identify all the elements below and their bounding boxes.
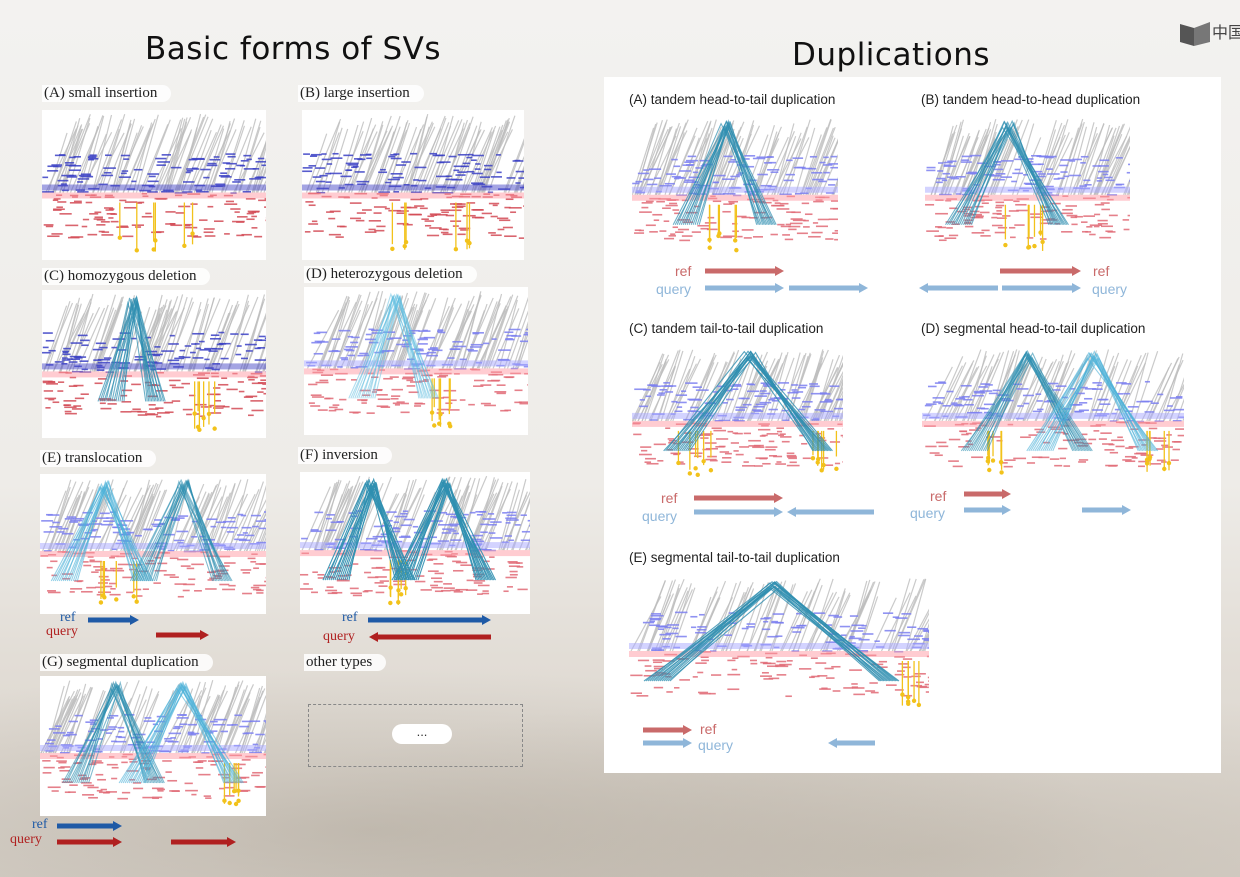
alignment-marks: [304, 291, 528, 429]
plot-homozygous-deletion: [42, 290, 266, 438]
alignment-marks: [42, 113, 266, 253]
ref-label-dc: ref: [661, 490, 678, 506]
panel-label-b: (B) large insertion: [298, 85, 424, 102]
arrows-dup-e: [643, 725, 875, 748]
logo: 中国: [1178, 18, 1240, 48]
logo-text: 中国: [1212, 23, 1240, 42]
plot-segmental-tail-to-tail: [629, 574, 929, 714]
alignment-marks: [629, 578, 929, 708]
plot-segmental-head-to-tail: [922, 345, 1184, 483]
query-label-e: query: [46, 624, 78, 639]
arrows-dup-c: [694, 493, 874, 517]
plot-tandem-tail-to-tail: [632, 345, 843, 483]
ref-label-de: ref: [700, 721, 717, 737]
left-title: Basic forms of SVs: [145, 31, 441, 67]
plot-segmental-duplication: [40, 676, 266, 816]
plot-inversion: [300, 472, 530, 614]
panel-label-c: (C) homozygous deletion: [42, 268, 211, 285]
query-label-db: query: [1092, 281, 1128, 297]
alignment-marks: [42, 293, 266, 433]
ref-label-da: ref: [675, 263, 692, 279]
plot-translocation: [40, 474, 266, 614]
ref-label-e: ref: [60, 610, 76, 625]
panel-label-f: (F) inversion: [298, 447, 392, 464]
other-types-label: other types: [304, 654, 387, 671]
query-label-g: query: [10, 832, 42, 847]
query-label-da: query: [656, 281, 692, 297]
panel-label-e: (E) translocation: [40, 450, 157, 467]
query-label-f: query: [323, 629, 355, 644]
plot-small-insertion: [42, 110, 266, 260]
alignment-marks: [302, 113, 524, 252]
query-label-dd: query: [910, 505, 946, 521]
plot-tandem-head-to-tail: [632, 115, 838, 260]
dup-label-c: (C) tandem tail-to-tail duplication: [629, 321, 824, 336]
query-label-dc: query: [642, 508, 678, 524]
arrows-dup-d: [964, 489, 1131, 515]
other-types-placeholder: [308, 704, 523, 767]
alignment-marks: [922, 349, 1184, 475]
panel-label-a: (A) small insertion: [42, 85, 172, 102]
arrows-translocation: [88, 615, 209, 640]
ref-label-dd: ref: [930, 488, 947, 504]
panel-label-g: (G) segmental duplication: [40, 654, 213, 671]
ref-label-g: ref: [32, 817, 48, 832]
plot-large-insertion: [302, 110, 524, 260]
ellipsis: ...: [392, 724, 452, 744]
plot-heterozygous-deletion: [304, 287, 528, 435]
query-label-de: query: [698, 737, 734, 753]
arrows-inversion: [368, 615, 491, 642]
alignment-marks: [632, 118, 838, 253]
dup-label-a: (A) tandem head-to-tail duplication: [629, 92, 836, 107]
arrows-segmental: [57, 821, 236, 847]
right-title: Duplications: [792, 37, 990, 73]
alignment-marks: [40, 680, 266, 807]
ref-label-f: ref: [342, 610, 358, 625]
ref-label-db: ref: [1093, 263, 1110, 279]
arrows-dup-a: [705, 266, 868, 293]
plot-tandem-head-to-head: [925, 115, 1130, 260]
arrows-dup-b: [919, 266, 1081, 293]
alignment-marks: [925, 118, 1130, 251]
panel-label-d: (D) heterozygous deletion: [304, 266, 477, 283]
alignment-marks: [632, 349, 843, 478]
dup-label-b: (B) tandem head-to-head duplication: [921, 92, 1141, 107]
dup-label-d: (D) segmental head-to-tail duplication: [921, 321, 1146, 336]
dup-label-e: (E) segmental tail-to-tail duplication: [629, 550, 840, 565]
alignment-marks: [300, 475, 530, 606]
alignment-marks: [40, 478, 266, 605]
